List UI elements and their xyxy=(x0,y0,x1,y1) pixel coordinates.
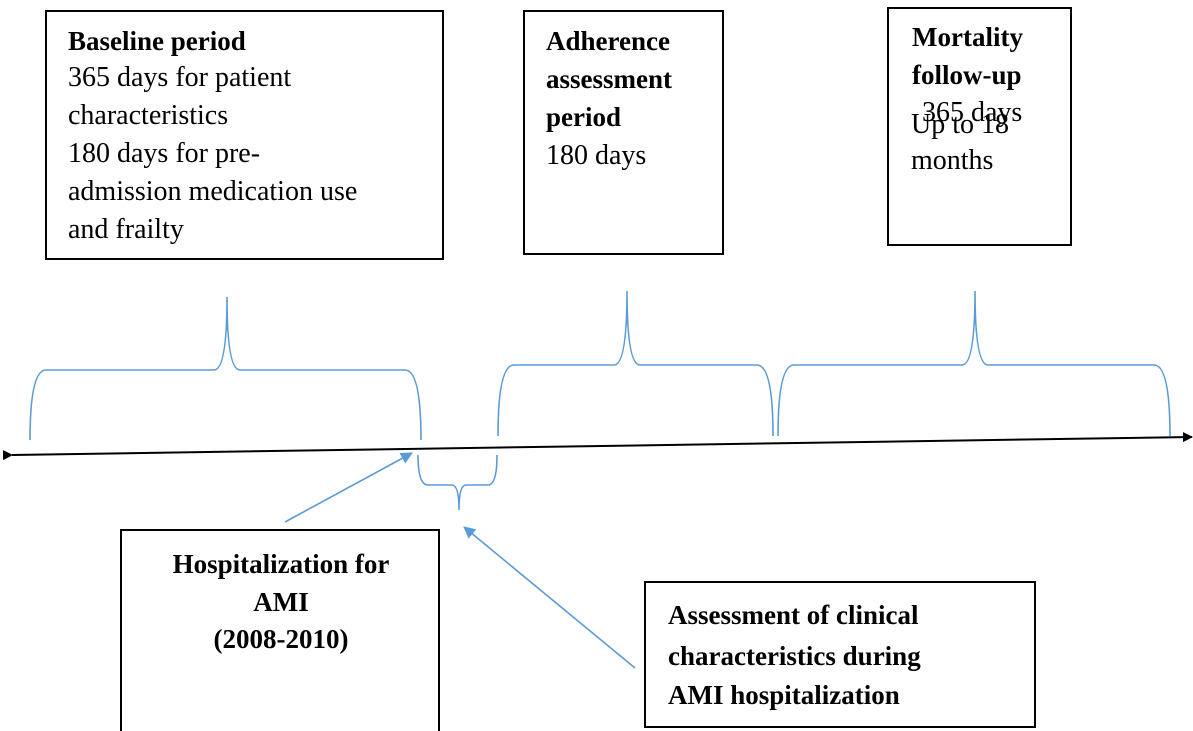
box-title: Baseline period xyxy=(68,26,246,56)
box-text: admission medication use xyxy=(68,176,357,207)
arrow xyxy=(284,452,413,523)
event-text: AMI hospitalization xyxy=(668,680,900,710)
event-text: (2008-2010) xyxy=(214,624,349,654)
assessment-box xyxy=(644,581,1036,728)
event-text: AMI xyxy=(253,587,309,617)
box-title: period xyxy=(546,102,621,132)
mortality-box xyxy=(887,7,1072,246)
box-title: follow-up xyxy=(912,60,1022,90)
box-title: Mortality xyxy=(912,22,1023,52)
event-text: characteristics during xyxy=(668,641,921,671)
box-text: 180 days xyxy=(546,140,646,171)
box-text: 180 days for pre- xyxy=(68,138,260,169)
box-title: assessment xyxy=(546,64,672,94)
timeline xyxy=(2,432,1193,461)
box-text: Up to 18 xyxy=(911,109,1009,140)
arrow xyxy=(463,526,636,669)
box-text: 365 days xyxy=(922,97,1022,128)
baseline-box xyxy=(45,10,444,260)
box-title: Adherence xyxy=(546,26,670,56)
adherence-box xyxy=(523,10,724,255)
brace xyxy=(497,290,774,437)
brace xyxy=(417,454,498,511)
event-text: Hospitalization for xyxy=(173,549,390,579)
box-text: and frailty xyxy=(68,214,184,245)
box-text: 365 days for patient xyxy=(68,62,291,93)
brace xyxy=(29,296,422,441)
hospitalization-box xyxy=(120,529,440,731)
box-text: months xyxy=(911,145,993,176)
box-text: characteristics xyxy=(68,100,228,131)
brace xyxy=(777,290,1171,437)
event-text: Assessment of clinical xyxy=(668,600,919,630)
